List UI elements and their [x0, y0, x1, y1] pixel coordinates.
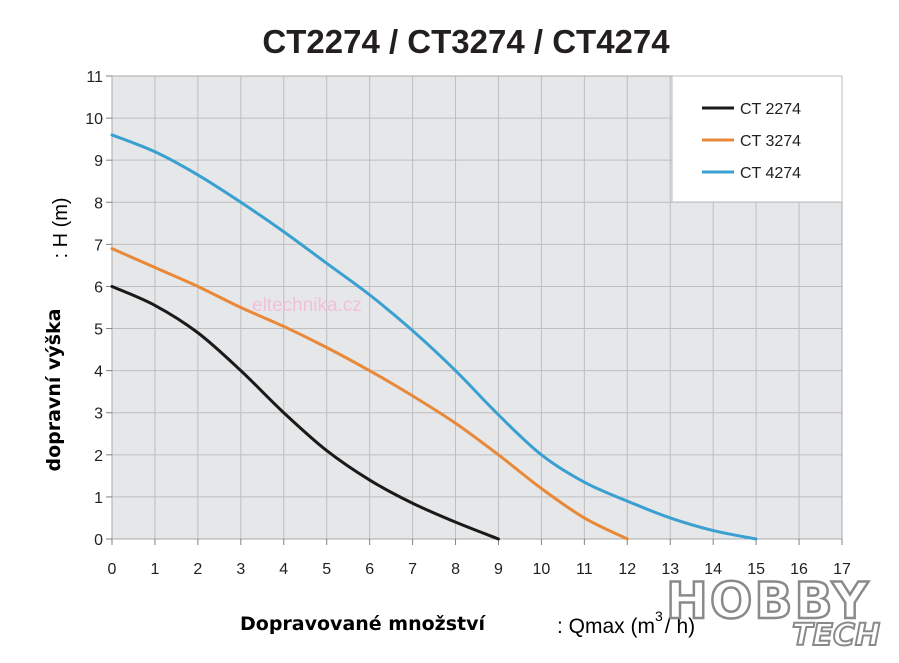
watermark: eltechnika.cz [252, 295, 362, 316]
x-tick-label: 8 [451, 561, 460, 578]
x-axis-label: Dopravované množství [240, 613, 487, 635]
x-tick-label: 1 [150, 561, 159, 578]
x-tick-label: 16 [790, 561, 808, 578]
x-tick-label: 14 [704, 561, 722, 578]
x-tick-label: 13 [661, 561, 679, 578]
x-tick-label: 12 [618, 561, 636, 578]
y-tick-label: 8 [94, 195, 103, 212]
x-tick-label: 10 [533, 561, 551, 578]
logo-main-text: HOBBY [666, 572, 870, 630]
x-tick-label: 5 [322, 561, 331, 578]
legend: CT 2274 CT 3274 CT 4274 [671, 75, 843, 203]
x-tick-label: 4 [279, 561, 288, 578]
legend-label: CT 2274 [740, 101, 801, 118]
x-tick-label: 7 [408, 561, 417, 578]
y-tick-label: 5 [94, 322, 103, 339]
y-tick-label: 1 [94, 490, 103, 507]
series-line-ct-3274 [110, 247, 629, 541]
series-line-ct-2274 [110, 284, 500, 541]
plot-frame [111, 75, 843, 540]
x-tick-label: 6 [365, 561, 374, 578]
series [110, 133, 758, 541]
legend-label: CT 3274 [740, 133, 801, 150]
y-tick-label: 2 [94, 448, 103, 465]
x-tick-label: 2 [193, 561, 202, 578]
x-tick-label: 9 [494, 561, 503, 578]
series-line-ct-4274 [110, 133, 758, 541]
x-axis-unit-superscript: 3 [655, 608, 663, 624]
x-tick-label: 15 [747, 561, 765, 578]
x-axis-unit-post: / h) [665, 615, 695, 638]
x-tick-label: 17 [833, 561, 851, 578]
y-axis-ticks: 0 1 2 3 4 5 6 7 8 9 10 11 [85, 69, 112, 549]
x-tick-label: 0 [108, 561, 117, 578]
y-tick-label: 4 [94, 364, 103, 381]
y-tick-label: 6 [94, 279, 103, 296]
x-tick-label: 11 [576, 561, 593, 578]
y-tick-label: 10 [85, 111, 103, 128]
x-axis-ticks: 0 1 2 3 4 5 6 7 8 9 10 11 12 13 14 15 16 17 [108, 539, 851, 578]
y-tick-label: 7 [94, 237, 103, 254]
grid [111, 75, 843, 540]
legend-label: CT 4274 [740, 165, 801, 182]
y-axis-label: dopravní výška [43, 308, 65, 471]
y-tick-label: 11 [86, 69, 103, 86]
chart-title: CT2274 / CT3274 / CT4274 [262, 23, 670, 60]
y-tick-label: 9 [94, 153, 103, 170]
x-axis-unit-pre: : Qmax (m [557, 615, 655, 638]
y-tick-label: 0 [94, 532, 103, 549]
y-tick-label: 3 [94, 406, 103, 423]
x-axis-unit: : Qmax (m3/ h) [557, 608, 695, 638]
legend-box [671, 75, 843, 203]
y-axis-unit: : H (m) [50, 197, 72, 258]
logo-sub-text: TECH [792, 618, 880, 653]
brand-logo: HOBBY TECH [665, 571, 881, 654]
x-tick-label: 3 [236, 561, 245, 578]
